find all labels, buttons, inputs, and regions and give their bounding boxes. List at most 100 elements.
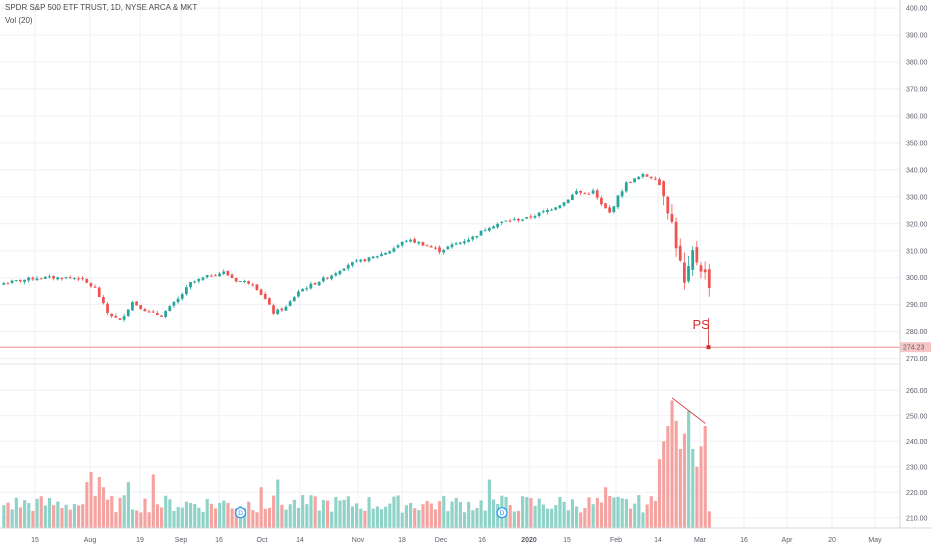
volume-bar bbox=[56, 502, 59, 528]
volume-bar bbox=[587, 497, 590, 528]
candle bbox=[318, 281, 321, 286]
candle-body bbox=[368, 257, 371, 261]
volume-bar bbox=[206, 499, 209, 528]
candle bbox=[52, 275, 55, 280]
candle bbox=[546, 208, 549, 214]
candle-body bbox=[131, 302, 134, 310]
candle-body bbox=[521, 219, 524, 220]
candle bbox=[127, 309, 130, 317]
candle bbox=[56, 277, 59, 281]
candle bbox=[666, 196, 669, 220]
candle-body bbox=[592, 191, 595, 194]
candle bbox=[575, 189, 578, 195]
candle-body bbox=[301, 289, 304, 291]
candle-body bbox=[372, 257, 375, 259]
candle-body bbox=[52, 276, 55, 278]
candle-body bbox=[297, 292, 300, 297]
volume-bar bbox=[334, 497, 337, 528]
candle bbox=[222, 269, 225, 275]
volume-bar bbox=[343, 500, 346, 528]
candle bbox=[330, 274, 333, 280]
candle bbox=[114, 314, 117, 318]
volume-bar bbox=[85, 482, 88, 528]
candle-body bbox=[675, 222, 678, 248]
candle bbox=[534, 214, 537, 219]
volume-bar bbox=[509, 505, 512, 528]
volume-bar bbox=[612, 498, 615, 528]
candle-body bbox=[326, 278, 329, 279]
candle bbox=[363, 259, 366, 263]
candle bbox=[687, 256, 690, 283]
volume-bar bbox=[98, 477, 101, 528]
volume-bar bbox=[139, 512, 142, 528]
volume-bar bbox=[384, 507, 387, 528]
price-candles bbox=[2, 173, 710, 322]
candle bbox=[152, 310, 155, 313]
volume-bar bbox=[392, 497, 395, 528]
candle bbox=[227, 270, 230, 276]
candle bbox=[451, 242, 454, 248]
volume-bar bbox=[31, 511, 34, 528]
volume-bar bbox=[463, 512, 466, 528]
candle-body bbox=[662, 181, 665, 196]
volume-bar bbox=[679, 449, 682, 528]
price-tick-label: 270.00 bbox=[906, 356, 928, 363]
candle bbox=[571, 194, 574, 201]
volume-bar bbox=[222, 501, 225, 528]
volume-bar bbox=[202, 512, 205, 528]
volume-bar bbox=[293, 500, 296, 528]
volume-bar bbox=[675, 421, 678, 528]
price-tick-label: 340.00 bbox=[906, 167, 928, 174]
candle bbox=[538, 212, 541, 218]
volume-bar bbox=[695, 467, 698, 528]
volume-bar bbox=[114, 512, 117, 528]
candle bbox=[550, 208, 553, 211]
candle-body bbox=[160, 316, 163, 317]
candle bbox=[521, 219, 524, 222]
volume-bar bbox=[534, 506, 537, 528]
candle-body bbox=[359, 260, 362, 262]
candle-body bbox=[612, 206, 615, 212]
volume-bar bbox=[301, 495, 304, 528]
candle-body bbox=[567, 200, 570, 203]
price-tick-label: 290.00 bbox=[906, 302, 928, 309]
candle-body bbox=[23, 280, 26, 282]
candle-body bbox=[114, 316, 117, 318]
volume-bar bbox=[276, 480, 279, 528]
dividend-marker-icon: D bbox=[497, 508, 507, 518]
volume-bar bbox=[181, 508, 184, 528]
volume-bar bbox=[550, 509, 553, 528]
candle bbox=[23, 280, 26, 285]
volume-bar bbox=[704, 426, 707, 528]
candle-body bbox=[148, 311, 151, 312]
candle-body bbox=[197, 279, 200, 281]
candle-body bbox=[110, 314, 113, 316]
candle-body bbox=[467, 240, 470, 242]
candle-body bbox=[322, 278, 325, 282]
candle-body bbox=[650, 177, 653, 178]
candle bbox=[380, 252, 383, 257]
volume-bar bbox=[662, 441, 665, 528]
volume-bar bbox=[438, 501, 441, 528]
candle-body bbox=[2, 283, 5, 285]
volume-bar bbox=[542, 505, 545, 528]
candle-body bbox=[633, 178, 636, 182]
candle bbox=[189, 282, 192, 290]
candle-body bbox=[343, 269, 346, 271]
candle bbox=[442, 249, 445, 255]
candle bbox=[293, 296, 296, 302]
volume-bar bbox=[529, 498, 532, 528]
volume-bar bbox=[592, 504, 595, 528]
candle bbox=[135, 301, 138, 306]
time-tick-label: 15 bbox=[563, 537, 571, 544]
candle bbox=[529, 214, 532, 219]
volume-bar bbox=[131, 510, 134, 528]
candle bbox=[36, 276, 39, 281]
candle-body bbox=[98, 288, 101, 297]
volume-bar bbox=[617, 497, 620, 528]
candle bbox=[372, 256, 375, 259]
volume-bar bbox=[629, 509, 632, 528]
time-tick-label: 15 bbox=[31, 537, 39, 544]
volume-bar bbox=[596, 498, 599, 528]
